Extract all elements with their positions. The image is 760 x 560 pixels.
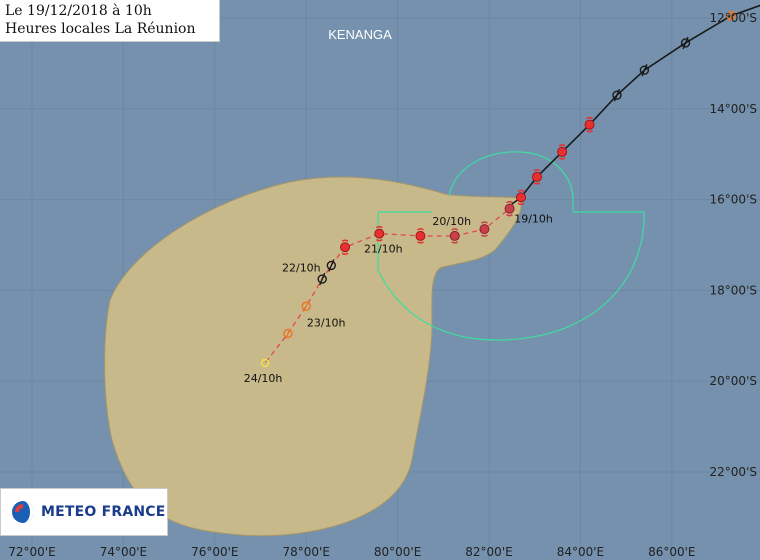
track-point-red-dot bbox=[557, 144, 568, 160]
meteo-france-logo-icon bbox=[12, 501, 34, 523]
track-point-red-dot bbox=[515, 189, 526, 206]
forecast-time-label: 21/10h bbox=[364, 243, 403, 256]
track-point-orange-circle bbox=[283, 328, 293, 339]
track-point-yellow-circle bbox=[260, 358, 270, 368]
track-layer: 19/10h 20/10h 21/10h 22/10h 23/10h 24/10h bbox=[244, 4, 760, 385]
forecast-track-line bbox=[264, 203, 513, 364]
longitude-label: 84°00'E bbox=[557, 545, 604, 559]
axis-labels: 72°00'E 74°00'E 76°00'E 78°00'E 80°00'E 82°00… bbox=[8, 11, 757, 559]
longitude-label: 74°00'E bbox=[100, 545, 147, 559]
track-point-red-dot bbox=[531, 169, 542, 185]
track-point-red-dot bbox=[340, 239, 351, 256]
latitude-label: 22°00'S bbox=[710, 465, 757, 479]
latitude-label: 12°00'S bbox=[710, 11, 757, 25]
longitude-label: 72°00'E bbox=[8, 545, 55, 559]
latitude-label: 18°00'S bbox=[710, 283, 757, 297]
longitude-label: 80°00'E bbox=[374, 545, 421, 559]
timezone-line: Heures locales La Réunion bbox=[5, 21, 196, 37]
longitude-label: 86°00'E bbox=[648, 545, 695, 559]
latitude-label: 16°00'S bbox=[710, 193, 757, 207]
track-point-orange-circle bbox=[726, 10, 736, 22]
forecast-time-label: 24/10h bbox=[244, 372, 283, 385]
date-line: Le 19/12/2018 à 10h bbox=[5, 3, 152, 19]
logo-text: METEO FRANCE bbox=[41, 504, 166, 520]
uncertainty-cone bbox=[104, 176, 522, 537]
track-point-black-cyclone bbox=[326, 259, 337, 272]
latitude-label: 20°00'S bbox=[710, 374, 757, 388]
info-box: Le 19/12/2018 à 10h Heures locales La Ré… bbox=[0, 0, 220, 42]
track-point-black-cyclone bbox=[639, 63, 650, 77]
storm-name: KENANGA bbox=[328, 27, 392, 42]
latitude-label: 14°00'S bbox=[710, 102, 757, 116]
longitude-label: 78°00'E bbox=[282, 545, 329, 559]
meteo-france-logo: METEO FRANCE bbox=[0, 488, 168, 536]
longitude-label: 76°00'E bbox=[191, 545, 238, 559]
track-point-orange-circle bbox=[301, 300, 311, 312]
forecast-time-label: 20/10h bbox=[432, 215, 471, 228]
track-point-red-dot-dark bbox=[504, 200, 515, 217]
track-point-red-dot-dark bbox=[479, 221, 490, 237]
track-point-black-cyclone bbox=[612, 88, 622, 102]
track-point-black-cyclone bbox=[680, 36, 691, 50]
track-point-red-dot bbox=[415, 228, 426, 244]
past-track-line bbox=[511, 4, 760, 205]
forecast-time-label: 19/10h bbox=[514, 213, 553, 226]
track-point-black-cyclone bbox=[317, 272, 327, 286]
forecast-time-label: 22/10h bbox=[282, 261, 321, 274]
forecast-time-label: 23/10h bbox=[307, 316, 346, 329]
longitude-label: 82°00'E bbox=[465, 545, 512, 559]
wind-radius-outline bbox=[377, 151, 645, 341]
track-point-red-dot bbox=[374, 225, 385, 242]
track-point-red-dot-dark bbox=[449, 228, 460, 244]
track-point-red-dot bbox=[584, 116, 595, 133]
